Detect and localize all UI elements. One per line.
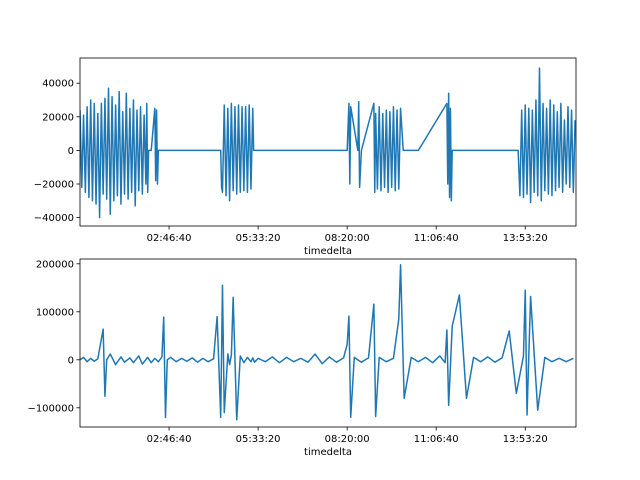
- x-tick-label: 11:06:40: [414, 434, 459, 445]
- y-tick-label: 40000: [42, 79, 74, 90]
- x-tick-label: 08:20:00: [325, 434, 370, 445]
- axes-frame: [79, 57, 577, 227]
- series-line-0: [80, 264, 574, 421]
- x-tick-label: 13:53:20: [503, 233, 548, 244]
- y-tick-label: −100000: [27, 403, 74, 414]
- x-tick-label: 05:33:20: [236, 233, 281, 244]
- y-tick-label: 0: [68, 146, 74, 157]
- y-tick-label: 100000: [36, 307, 74, 318]
- bottom-subplot: 02:46:40 05:33:20 08:20:00 11:06:40 13:53:20…: [27, 258, 577, 458]
- x-tick-label: 13:53:20: [503, 434, 548, 445]
- x-tick-label: 05:33:20: [236, 434, 281, 445]
- axes-frame: [79, 258, 577, 428]
- y-tick-label: −40000: [34, 213, 74, 224]
- y-tick-label: −20000: [34, 180, 74, 191]
- x-tick-label: 11:06:40: [414, 233, 459, 244]
- y-tick-label: 20000: [42, 112, 74, 123]
- x-tick-label: 02:46:40: [147, 434, 192, 445]
- top-subplot: 02:46:40 05:33:20 08:20:00 11:06:40 13:53:20…: [34, 57, 577, 257]
- x-axis-label: timedelta: [304, 447, 352, 458]
- x-tick-label: 08:20:00: [325, 233, 370, 244]
- series-line-0: [80, 67, 576, 219]
- y-tick-label: 0: [68, 355, 74, 366]
- y-tick-label: 200000: [36, 259, 74, 270]
- x-axis-label: timedelta: [304, 246, 352, 257]
- x-tick-label: 02:46:40: [147, 233, 192, 244]
